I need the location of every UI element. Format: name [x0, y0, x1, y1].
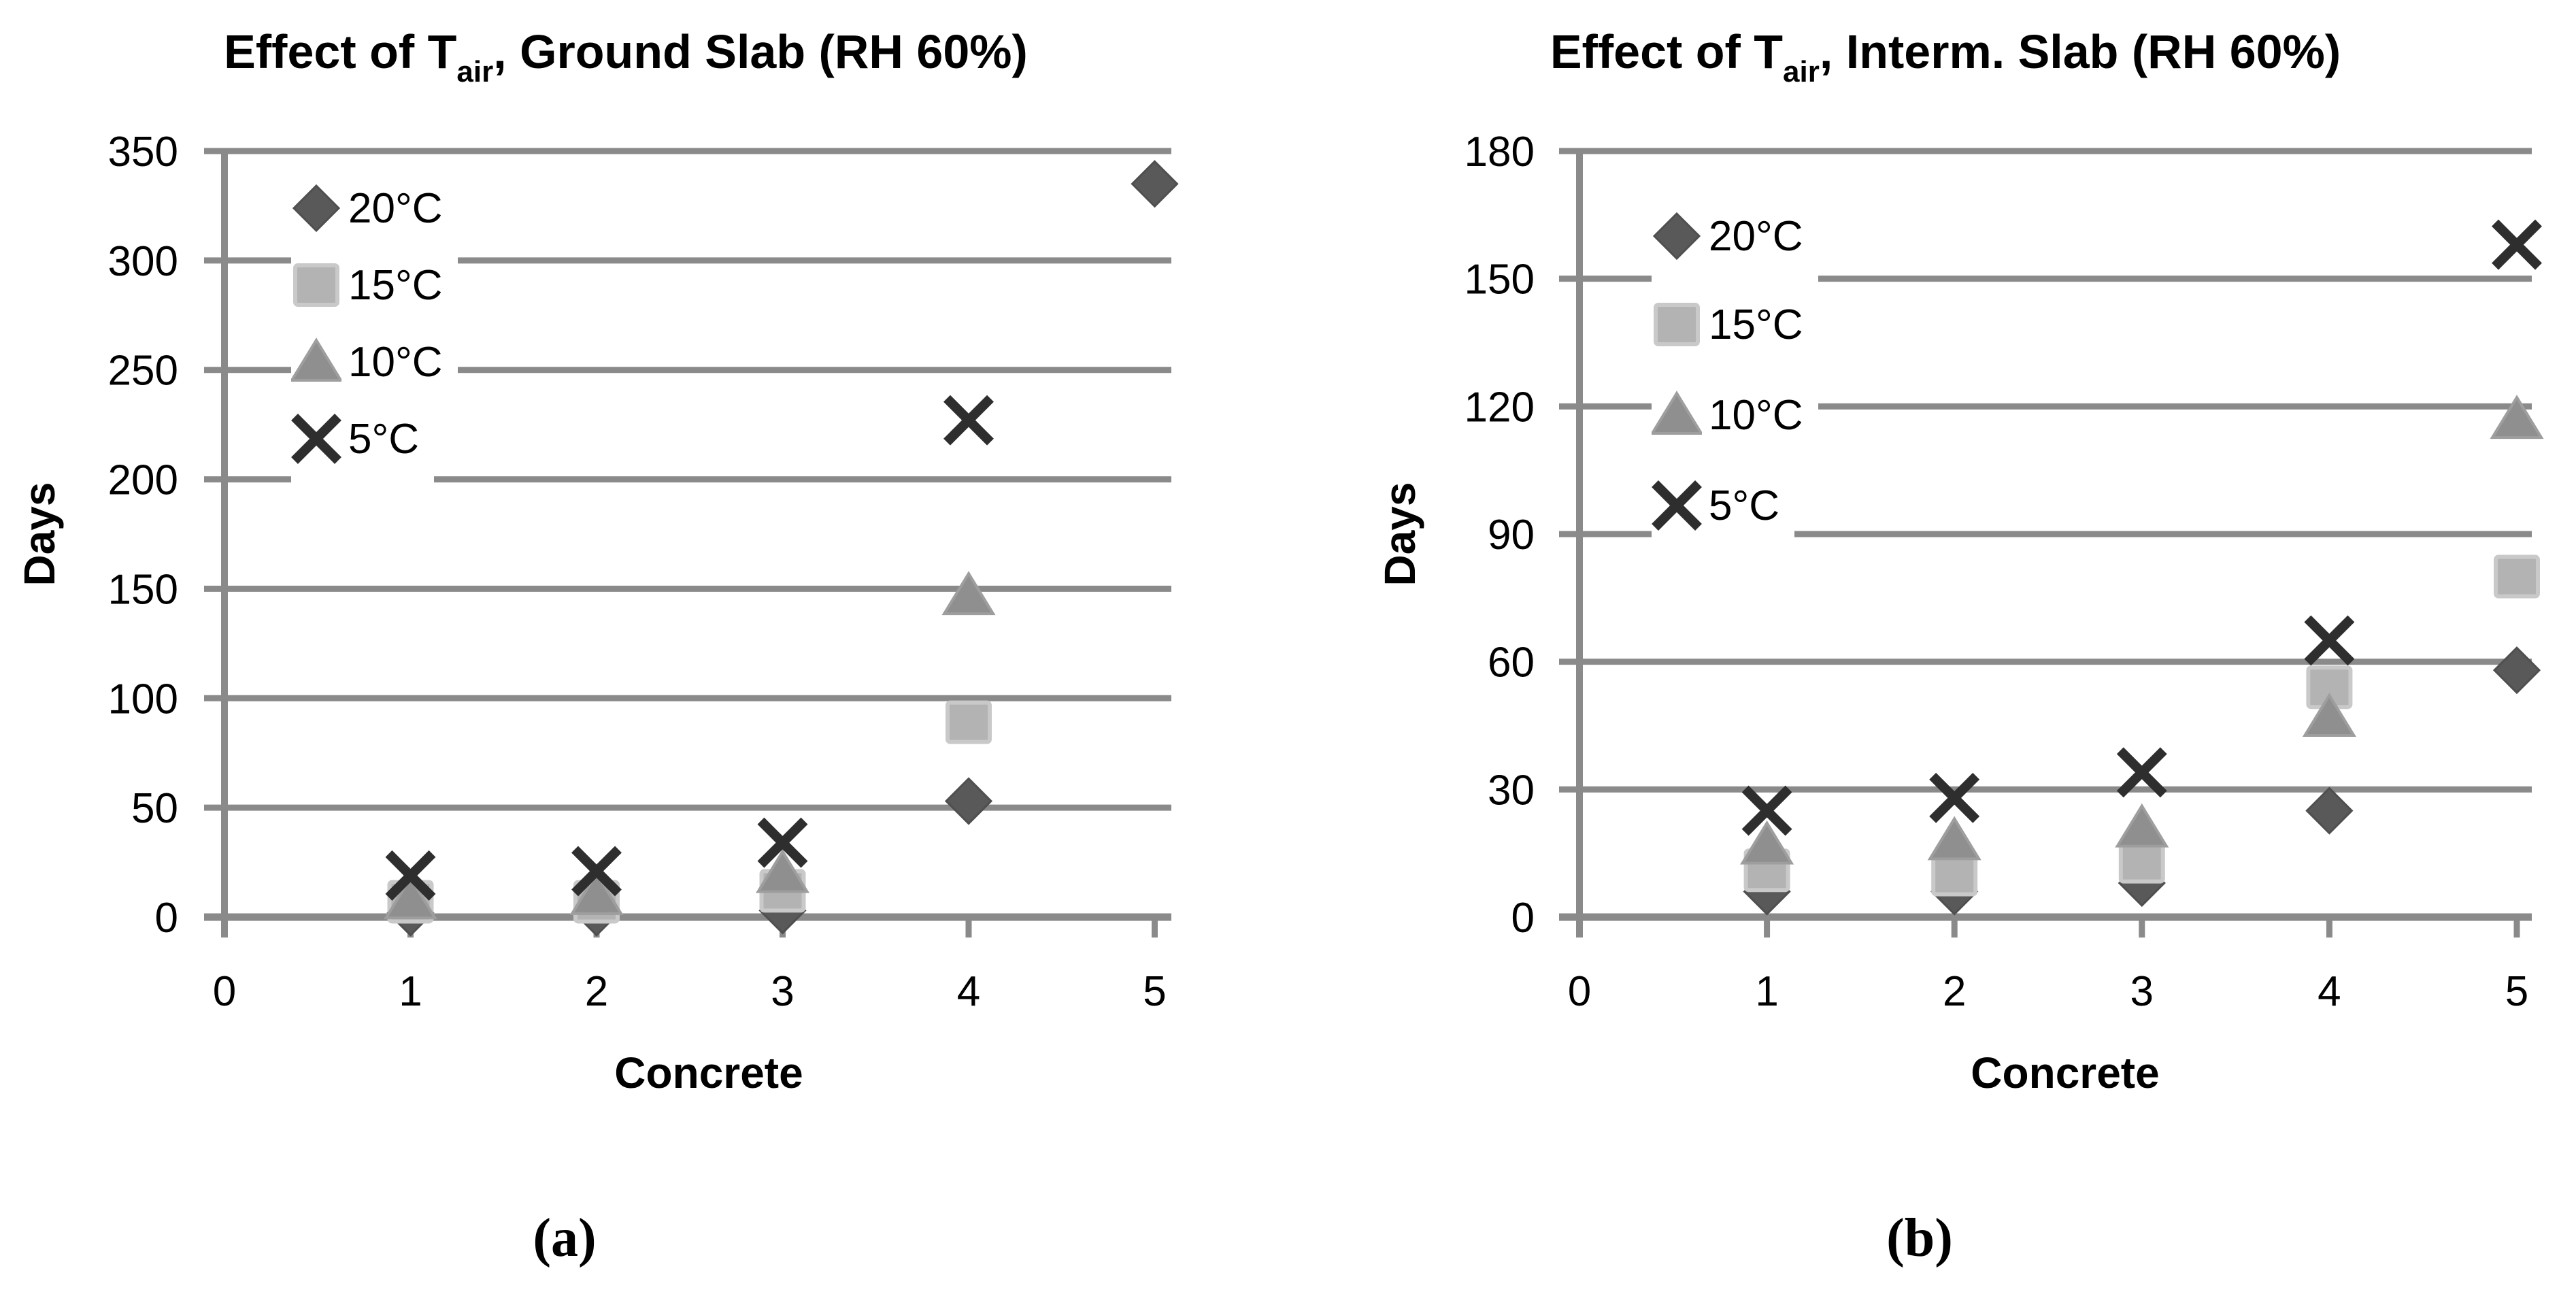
- data-point-square-x2: [1931, 852, 1978, 897]
- y-tick-label-90: 90: [1488, 512, 1535, 559]
- chart-b-title-prefix: Effect of T: [1550, 25, 1784, 78]
- x-tick-label-1: 1: [399, 968, 422, 1015]
- chart-b-title-suffix: , Interm. Slab (RH 60%): [1819, 25, 2341, 78]
- legend-label: 10°C: [1709, 391, 1803, 439]
- x-tick-label-5: 5: [1143, 968, 1166, 1015]
- data-point-square-x5: [2494, 554, 2540, 599]
- x-tick-label-4: 4: [2318, 968, 2341, 1015]
- data-point-diamond-x4: [2305, 786, 2354, 835]
- y-tick-label-150: 150: [1465, 256, 1535, 303]
- data-point-x-x3: [757, 817, 808, 868]
- diamond-marker-icon: [1652, 212, 1701, 261]
- square-marker-icon-shape: [293, 263, 339, 307]
- data-point-triangle-x2: [569, 870, 624, 915]
- chart-b-title: Effect of Tair, Interm. Slab (RH 60%): [1401, 18, 2490, 99]
- square-marker-icon: [1654, 303, 1700, 346]
- chart-a-title: Effect of Tair, Ground Slab (RH 60%): [41, 18, 1211, 99]
- y-tick-label-50: 50: [131, 785, 178, 832]
- x-tick-label-3: 3: [2130, 968, 2154, 1015]
- y-tick-label-100: 100: [108, 676, 178, 723]
- legend-label: 5°C: [1709, 482, 1780, 529]
- y-tick-label-0: 0: [155, 895, 178, 942]
- data-point-diamond-x5: [1131, 160, 1179, 208]
- chart-a-title-subscript: air: [456, 55, 494, 88]
- data-point-triangle-x4: [941, 571, 996, 616]
- data-point-x-x3: [2116, 747, 2167, 798]
- y-tick-label-180: 180: [1465, 129, 1535, 176]
- legend-label: 15°C: [1709, 301, 1803, 348]
- x-tick-label-0: 0: [213, 968, 236, 1015]
- square-marker-icon: [293, 263, 339, 307]
- y-tick-label-30: 30: [1488, 767, 1535, 814]
- x-tick-label-1: 1: [1755, 968, 1778, 1015]
- legend-item-15c: 15°C: [291, 241, 458, 329]
- chart-a-x-axis-title: Concrete: [614, 1048, 803, 1097]
- data-point-triangle-x5: [2490, 395, 2544, 439]
- triangle-marker-icon-shape: [1652, 391, 1702, 435]
- data-point-x-x2: [571, 846, 622, 897]
- diamond-marker-icon: [292, 184, 341, 233]
- legend-item-5c: 5°C: [291, 395, 435, 483]
- legend-label: 20°C: [1709, 212, 1803, 260]
- triangle-marker-icon: [1652, 391, 1702, 435]
- data-point-triangle-x3: [2115, 803, 2169, 848]
- y-tick-label-150: 150: [108, 566, 178, 613]
- triangle-marker-icon-shape: [291, 337, 341, 382]
- x-tick-label-3: 3: [771, 968, 794, 1015]
- legend-label: 20°C: [348, 184, 443, 232]
- x-marker-icon-shape: [291, 414, 341, 464]
- data-point-triangle-x3: [755, 848, 810, 893]
- y-tick-label-0: 0: [1511, 895, 1535, 942]
- data-point-x-x2: [1929, 772, 1980, 823]
- legend-item-5c: 5°C: [1652, 461, 1795, 550]
- y-tick-label-120: 120: [1465, 384, 1535, 431]
- data-point-triangle-x4: [2302, 693, 2356, 737]
- data-point-triangle-x1: [383, 875, 438, 920]
- data-point-x-x4: [2304, 615, 2355, 666]
- figure-caption-a: (a): [533, 1208, 597, 1268]
- legend-item-10c: 10°C: [1652, 371, 1818, 459]
- x-tick-label-2: 2: [1943, 968, 1966, 1015]
- diamond-marker-icon-shape: [292, 184, 341, 233]
- y-tick-label-350: 350: [108, 129, 178, 176]
- y-tick-label-250: 250: [108, 348, 178, 395]
- data-point-x-x1: [385, 850, 436, 901]
- x-marker-icon: [1652, 480, 1702, 531]
- figure-caption-b: (b): [1886, 1208, 1953, 1268]
- chart-b-title-subscript: air: [1783, 55, 1820, 88]
- data-point-square-x3: [2118, 840, 2165, 884]
- y-tick-label-60: 60: [1488, 640, 1535, 686]
- triangle-marker-icon: [291, 337, 341, 382]
- legend-label: 5°C: [348, 415, 420, 463]
- x-tick-label-2: 2: [585, 968, 608, 1015]
- x-tick-label-5: 5: [2505, 968, 2528, 1015]
- y-tick-label-200: 200: [108, 457, 178, 504]
- chart-a-title-suffix: , Ground Slab (RH 60%): [493, 25, 1028, 78]
- legend-item-20c: 20°C: [1652, 192, 1818, 280]
- x-tick-label-4: 4: [957, 968, 980, 1015]
- x-marker-icon: [291, 414, 341, 464]
- legend-label: 15°C: [348, 261, 443, 309]
- data-point-x-x1: [1741, 785, 1792, 836]
- square-marker-icon-shape: [1654, 303, 1700, 346]
- chart-b-x-axis-title: Concrete: [1971, 1048, 2160, 1097]
- legend-item-10c: 10°C: [291, 318, 458, 406]
- legend-item-20c: 20°C: [291, 164, 458, 252]
- legend-label: 10°C: [348, 338, 443, 386]
- data-point-x-x5: [2492, 219, 2542, 270]
- data-point-diamond-x5: [2492, 646, 2541, 695]
- data-point-diamond-x4: [944, 777, 993, 825]
- x-tick-label-0: 0: [1568, 968, 1591, 1015]
- data-point-triangle-x2: [1927, 816, 1981, 861]
- legend-item-15c: 15°C: [1652, 280, 1818, 369]
- chart-a-title-prefix: Effect of T: [224, 25, 457, 78]
- y-tick-label-300: 300: [108, 238, 178, 285]
- diamond-marker-icon-shape: [1652, 212, 1701, 261]
- data-point-square-x4: [946, 700, 992, 744]
- data-point-x-x4: [943, 395, 994, 446]
- data-point-triangle-x1: [1740, 820, 1794, 865]
- x-marker-icon-shape: [1652, 480, 1702, 531]
